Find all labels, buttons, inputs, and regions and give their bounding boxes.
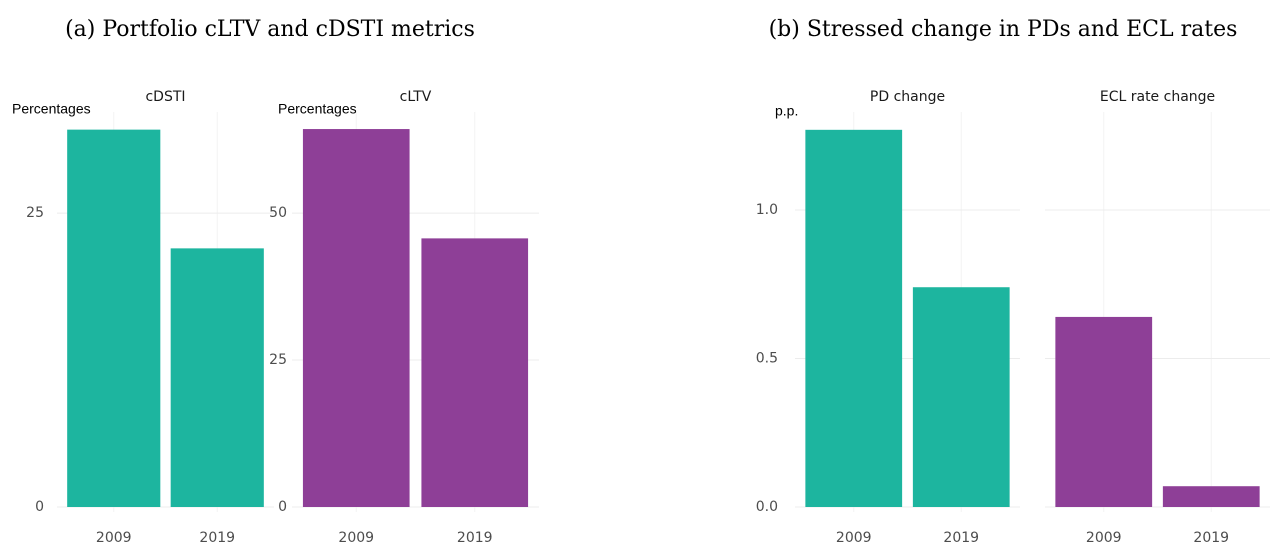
y-tick-label: 0 bbox=[278, 499, 287, 515]
x-tick-label: 2019 bbox=[1193, 530, 1229, 546]
chart-title: (a) Portfolio cLTV and cDSTI metrics bbox=[65, 17, 475, 42]
y-tick-label: 25 bbox=[26, 205, 44, 221]
y-axis-title: p.p. bbox=[775, 103, 798, 119]
chart-title: (b) Stressed change in PDs and ECL rates bbox=[769, 17, 1238, 42]
facet-title: cDSTI bbox=[145, 89, 185, 105]
y-axis-title: Percentages bbox=[278, 101, 357, 117]
bar bbox=[805, 129, 903, 507]
x-tick-label: 2019 bbox=[199, 530, 235, 546]
bar bbox=[1162, 486, 1260, 507]
facet-title: PD change bbox=[870, 89, 945, 105]
y-tick-label: 1.0 bbox=[756, 202, 778, 218]
bar bbox=[67, 129, 161, 508]
x-tick-label: 2009 bbox=[836, 530, 872, 546]
bar bbox=[1055, 316, 1153, 507]
bar bbox=[421, 238, 529, 507]
x-tick-label: 2009 bbox=[96, 530, 132, 546]
bar bbox=[170, 248, 264, 507]
bar bbox=[302, 129, 410, 507]
y-axis-title: Percentages bbox=[12, 101, 91, 117]
y-tick-label: 25 bbox=[269, 352, 287, 368]
y-tick-label: 0.0 bbox=[756, 499, 778, 515]
y-tick-label: 0.5 bbox=[756, 351, 778, 367]
x-tick-label: 2019 bbox=[943, 530, 979, 546]
x-tick-label: 2009 bbox=[1086, 530, 1122, 546]
y-tick-label: 50 bbox=[269, 205, 287, 221]
x-tick-label: 2019 bbox=[457, 530, 493, 546]
x-tick-label: 2009 bbox=[338, 530, 374, 546]
facet-title: ECL rate change bbox=[1100, 89, 1215, 105]
y-tick-label: 0 bbox=[35, 499, 44, 515]
bar bbox=[912, 287, 1010, 507]
facet-title: cLTV bbox=[400, 89, 432, 105]
